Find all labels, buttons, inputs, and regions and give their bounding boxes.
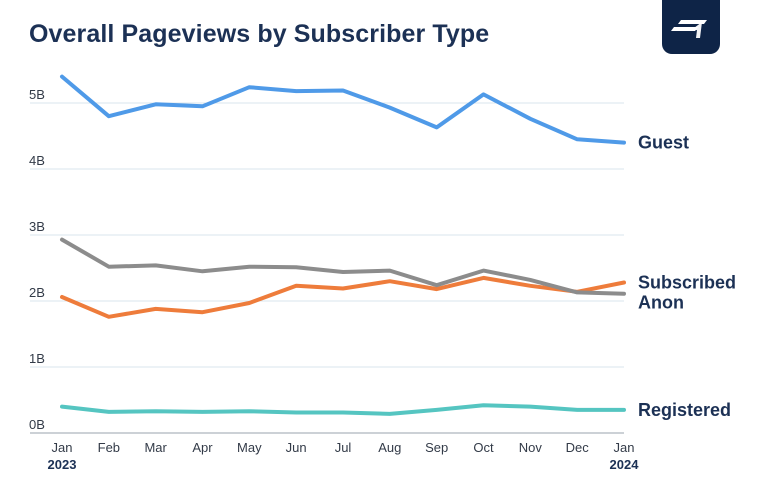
x-tick-label: Apr: [192, 440, 213, 455]
series-line-registered: [60, 403, 626, 416]
grid-lines: [30, 102, 624, 434]
brand-logo-icon: [671, 20, 707, 38]
y-axis-ticks: 0B 1B 2B 3B 4B 5B: [29, 87, 45, 432]
series-line-anon: [60, 237, 626, 296]
y-tick-label: 1B: [29, 351, 45, 366]
x-tick-label: Sep: [425, 440, 448, 455]
series-line-guest: [60, 74, 626, 145]
chart-title: Overall Pageviews by Subscriber Type: [29, 20, 490, 48]
y-tick-label: 4B: [29, 153, 45, 168]
x-tick-label: Feb: [98, 440, 120, 455]
series-line-subscribed: [60, 275, 626, 319]
x-tick-label: Jul: [335, 440, 352, 455]
series-label-subscribed: Subscribed: [638, 273, 736, 293]
x-tick-label: Oct: [473, 440, 494, 455]
x-tick-label: Nov: [519, 440, 543, 455]
series-lines: [60, 74, 626, 416]
x-tick-label: May: [237, 440, 262, 455]
x-tick-label: Jan: [614, 440, 635, 455]
series-label-registered: Registered: [638, 400, 731, 420]
y-tick-label: 2B: [29, 285, 45, 300]
x-tick-year-label: 2024: [610, 457, 640, 472]
x-tick-label: Dec: [566, 440, 590, 455]
x-tick-label: Jun: [286, 440, 307, 455]
x-tick-label: Aug: [378, 440, 401, 455]
x-axis-ticks: Jan 2023 Feb Mar Apr May Jun Jul Aug Sep Oct Nov Dec…: [48, 440, 640, 472]
x-tick-year-label: 2023: [48, 457, 77, 472]
brand-logo: [662, 0, 720, 54]
y-tick-label: 3B: [29, 219, 45, 234]
x-tick-label: Jan: [52, 440, 73, 455]
x-tick-label: Mar: [144, 440, 167, 455]
series-label-anon: Anon: [638, 293, 684, 313]
y-tick-label: 0B: [29, 417, 45, 432]
y-tick-label: 5B: [29, 87, 45, 102]
series-label-guest: Guest: [638, 133, 689, 153]
